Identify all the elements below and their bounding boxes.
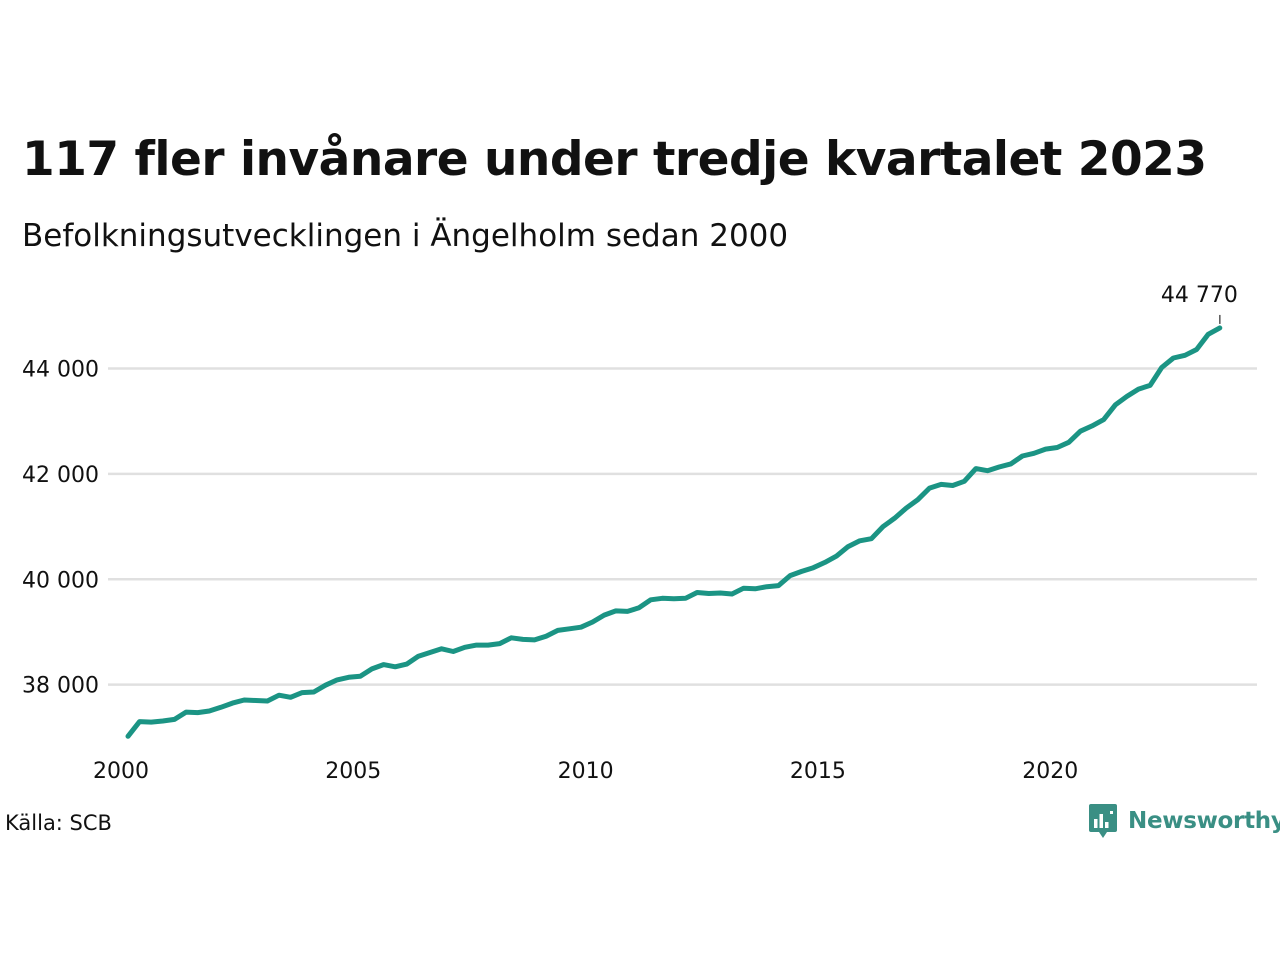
y-tick-label: 40 000 — [22, 568, 99, 593]
y-tick-label: 38 000 — [22, 674, 99, 699]
x-tick-label: 2000 — [93, 759, 149, 784]
end-value-label: 44 770 — [1161, 283, 1238, 308]
source-note: Källa: SCB — [5, 811, 112, 835]
y-tick-label: 44 000 — [22, 358, 99, 383]
chart-subtitle: Befolkningsutvecklingen i Ängelholm seda… — [22, 218, 789, 254]
brand-logo: Newsworthy — [1088, 803, 1280, 839]
brand-name: Newsworthy — [1128, 808, 1280, 834]
population-line — [125, 325, 1223, 739]
y-tick-label: 42 000 — [22, 463, 99, 488]
x-tick-label: 2020 — [1022, 759, 1078, 784]
x-tick-label: 2015 — [790, 759, 846, 784]
chart-title: 117 fler invånare under tredje kvartalet… — [22, 132, 1207, 187]
newsworthy-logo-icon — [1089, 804, 1117, 838]
x-tick-label: 2010 — [558, 759, 614, 784]
x-tick-label: 2005 — [325, 759, 381, 784]
